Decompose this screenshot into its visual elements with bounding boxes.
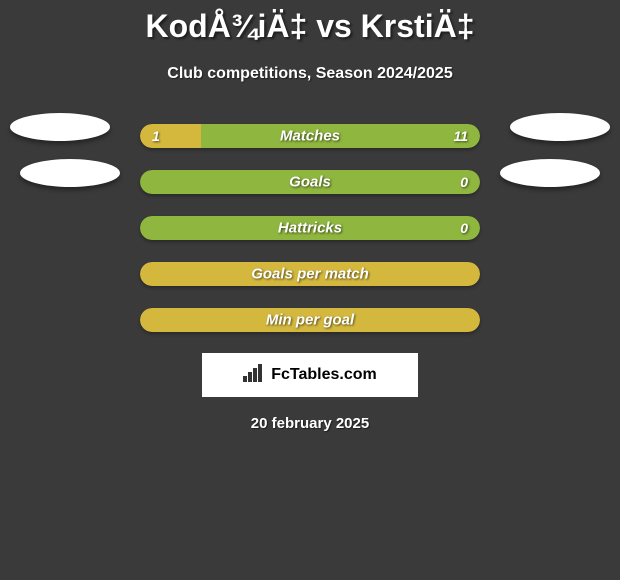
stat-bar-hattricks: Hattricks 0	[140, 216, 480, 240]
stat-bar-min-per-goal: Min per goal	[140, 308, 480, 332]
player-ellipse-right	[510, 113, 610, 141]
stat-row-goals: Goals 0	[0, 159, 620, 205]
page-title: KodÅ¾iÄ‡ vs KrstiÄ‡	[0, 8, 620, 45]
bar-segment-right	[201, 124, 480, 148]
bar-segment-left	[140, 124, 201, 148]
stat-label: Goals	[289, 174, 331, 191]
stat-bar-matches: 1 Matches 11	[140, 124, 480, 148]
stat-row-matches: 1 Matches 11	[0, 113, 620, 159]
player-ellipse-left	[10, 113, 110, 141]
stat-value-left: 1	[152, 128, 160, 144]
stat-value-right: 11	[453, 128, 468, 144]
stat-row-min-per-goal: Min per goal	[0, 297, 620, 343]
source-logo-box[interactable]: FcTables.com	[202, 353, 418, 397]
stat-value-right: 0	[460, 220, 468, 236]
player-ellipse-right	[500, 159, 600, 187]
stat-label: Hattricks	[278, 220, 342, 237]
logo-text: FcTables.com	[271, 366, 377, 384]
stat-label: Goals per match	[251, 266, 369, 283]
stat-value-right: 0	[460, 174, 468, 190]
stat-label: Matches	[280, 128, 340, 145]
page-subtitle: Club competitions, Season 2024/2025	[0, 65, 620, 83]
stat-row-hattricks: Hattricks 0	[0, 205, 620, 251]
stat-bar-goals-per-match: Goals per match	[140, 262, 480, 286]
stat-bar-goals: Goals 0	[140, 170, 480, 194]
date-text: 20 february 2025	[0, 415, 620, 432]
stat-row-goals-per-match: Goals per match	[0, 251, 620, 297]
source-logo: FcTables.com	[243, 364, 377, 387]
comparison-area: 1 Matches 11 Goals 0 Hattricks 0	[0, 113, 620, 343]
chart-icon	[243, 364, 265, 387]
main-container: KodÅ¾iÄ‡ vs KrstiÄ‡ Club competitions, S…	[0, 0, 620, 432]
stat-label: Min per goal	[266, 312, 354, 329]
player-ellipse-left	[20, 159, 120, 187]
